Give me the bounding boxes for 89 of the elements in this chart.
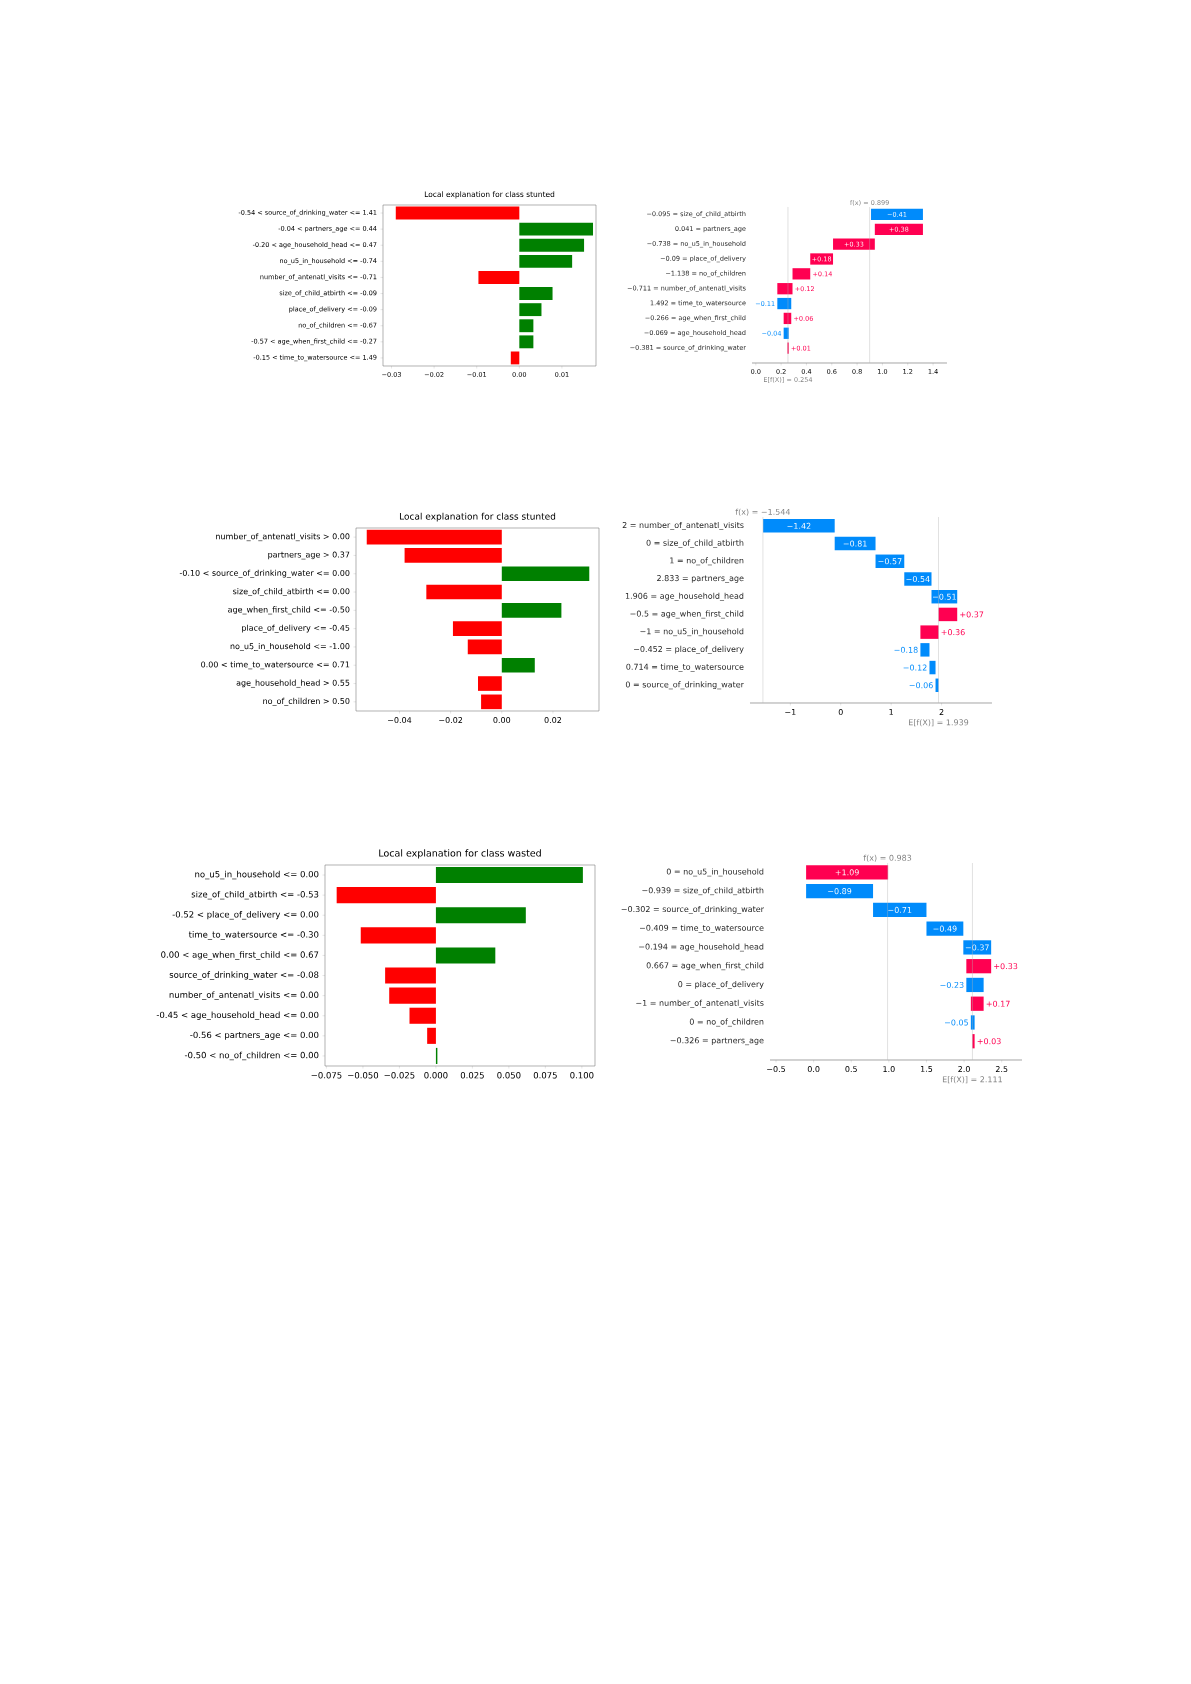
- y-tick-label: −0.939 = size_of_child_atbirth: [642, 887, 764, 896]
- y-tick-label: number_of_antenatl_visits <= 0.00: [169, 991, 319, 1000]
- ref-line-label: f(x) = 0.983: [863, 854, 912, 862]
- x-tick-label: −0.04: [388, 717, 412, 724]
- data-label: +0.36: [941, 629, 965, 636]
- data-label: −0.12: [903, 664, 927, 671]
- x-tick-label: −0.050: [348, 1072, 379, 1079]
- y-tick-label: −0.302 = source_of_drinking_water: [621, 905, 764, 914]
- y-tick-label: number_of_antenatl_visits > 0.00: [216, 533, 350, 542]
- y-tick-label: 2.833 = partners_age: [657, 575, 744, 583]
- y-tick-label: place_of_delivery <= -0.45: [242, 624, 350, 633]
- y-tick-label: -0.52 < place_of_delivery <= 0.00: [172, 911, 319, 920]
- x-tick-label: 2.0: [958, 1066, 970, 1073]
- y-tick-label: age_household_head > 0.55: [236, 679, 350, 688]
- data-label: −0.89: [828, 888, 852, 895]
- x-tick-label: 1: [889, 709, 893, 715]
- x-tick-label: −0.025: [384, 1072, 415, 1079]
- y-tick-label: 0.667 = age_when_first_child: [646, 962, 764, 971]
- y-tick-label: partners_age > 0.37: [268, 551, 350, 560]
- x-tick-label: 0.025: [460, 1072, 484, 1079]
- y-tick-label: 0 = place_of_delivery: [678, 980, 764, 989]
- y-tick-label: age_when_first_child <= -0.50: [228, 606, 350, 615]
- data-label: +1.09: [835, 869, 859, 876]
- data-label: −0.18: [894, 646, 918, 653]
- data-label: −0.51: [932, 593, 956, 600]
- y-tick-label: 0 = no_of_children: [689, 1018, 764, 1027]
- y-tick-label: −1 = no_u5_in_household: [640, 628, 744, 637]
- y-tick-label: no_of_children > 0.50: [263, 697, 350, 706]
- y-tick-label: time_to_watersource <= -0.30: [188, 931, 319, 940]
- y-tick-label: 1 = no_of_children: [670, 557, 744, 566]
- y-tick-label: −0.326 = partners_age: [670, 1037, 764, 1046]
- y-tick-label: −0.409 = time_to_watersource: [639, 924, 764, 933]
- data-label: −0.06: [909, 682, 933, 689]
- y-tick-label: no_u5_in_household <= -1.00: [230, 642, 350, 651]
- x-tick-label: 0.075: [533, 1072, 557, 1079]
- x-tick-label: 0.0: [807, 1066, 820, 1073]
- x-tick-label: 1.5: [920, 1066, 933, 1072]
- y-tick-label: -0.10 < source_of_drinking_water <= 0.00: [179, 569, 350, 578]
- y-tick-label: 0 = source_of_drinking_water: [625, 681, 744, 690]
- data-label: +0.33: [994, 963, 1018, 970]
- chart-title: Local explanation for class wasted: [379, 849, 541, 859]
- y-tick-label: 0.00 < time_to_watersource <= 0.71: [201, 661, 350, 670]
- y-tick-label: size_of_child_atbirth <= -0.53: [191, 890, 319, 900]
- x-tick-label: −0.075: [311, 1072, 342, 1079]
- data-label: +0.17: [986, 1000, 1010, 1007]
- data-label: −0.54: [906, 575, 930, 583]
- y-tick-label: no_u5_in_household <= 0.00: [195, 870, 319, 880]
- x-tick-label: 0.000: [424, 1072, 448, 1079]
- data-label: −0.37: [965, 944, 989, 951]
- data-label: −0.57: [878, 558, 902, 565]
- y-tick-label: 2 = number_of_antenatl_visits: [622, 521, 744, 530]
- data-label: −0.23: [940, 981, 964, 988]
- x-tick-label: −1: [785, 709, 796, 715]
- x-tick-label: 2.5: [995, 1066, 1008, 1073]
- x-tick-label: 1.0: [883, 1066, 895, 1073]
- data-label: −0.49: [933, 925, 957, 932]
- x-tick-label: 0.100: [570, 1072, 594, 1079]
- y-tick-label: -0.50 < no_of_children <= 0.00: [184, 1051, 319, 1061]
- ref-line-label: E[f(X)] = 2.111: [942, 1076, 1002, 1084]
- y-tick-label: 0.714 = time_to_watersource: [626, 663, 744, 672]
- x-tick-label: 0.5: [845, 1066, 857, 1073]
- y-tick-label: 1.906 = age_household_head: [625, 592, 744, 601]
- y-tick-label: −0.452 = place_of_delivery: [634, 645, 744, 654]
- x-tick-label: 2: [939, 709, 944, 715]
- data-label: −0.05: [944, 1019, 968, 1026]
- x-tick-label: −0.5: [767, 1066, 786, 1073]
- x-tick-label: 0: [838, 709, 843, 716]
- y-tick-label: source_of_drinking_water <= -0.08: [169, 971, 319, 980]
- y-tick-label: size_of_child_atbirth <= 0.00: [233, 588, 350, 597]
- x-tick-label: 0.050: [497, 1072, 521, 1079]
- y-tick-label: 0 = size_of_child_atbirth: [646, 539, 744, 548]
- data-label: −0.71: [888, 906, 912, 913]
- data-label: +0.37: [960, 611, 984, 618]
- data-label: −0.81: [843, 540, 867, 547]
- data-label: −1.42: [787, 522, 811, 529]
- ref-line-label: f(x) = −1.544: [735, 508, 791, 516]
- y-tick-label: 0.00 < age_when_first_child <= 0.67: [161, 951, 319, 960]
- y-tick-label: 0 = no_u5_in_household: [666, 868, 764, 877]
- ref-line-label: E[f(X)] = 1.939: [909, 719, 969, 727]
- x-tick-label: 0.02: [544, 717, 562, 724]
- y-tick-label: -0.56 < partners_age <= 0.00: [190, 1031, 319, 1040]
- data-label: +0.03: [977, 1038, 1001, 1045]
- x-tick-label: −0.02: [439, 717, 463, 724]
- chart-title: Local explanation for class stunted: [399, 512, 556, 522]
- y-tick-label: −0.5 = age_when_first_child: [630, 610, 744, 619]
- y-tick-label: −0.194 = age_household_head: [639, 943, 764, 952]
- y-tick-label: −1 = number_of_antenatl_visits: [636, 999, 764, 1008]
- x-tick-label: 0.00: [493, 717, 511, 724]
- y-tick-label: -0.45 < age_household_head <= 0.00: [156, 1011, 319, 1020]
